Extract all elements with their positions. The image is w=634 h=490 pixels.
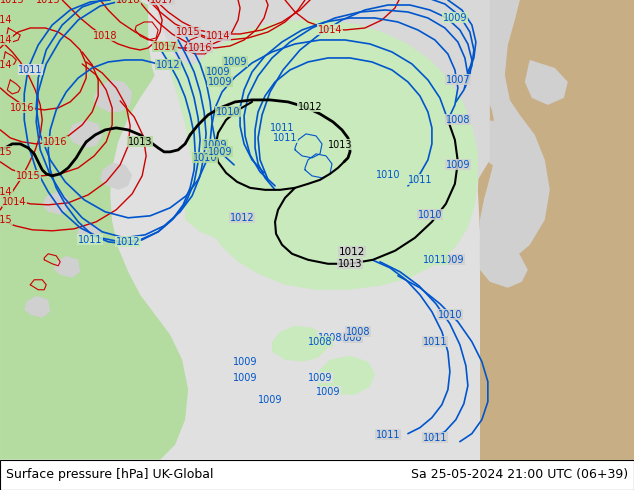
Polygon shape <box>478 0 634 460</box>
Text: 1011: 1011 <box>270 123 294 133</box>
Polygon shape <box>155 0 490 212</box>
Text: 1009: 1009 <box>203 140 228 150</box>
Text: 1014: 1014 <box>318 25 342 35</box>
Text: 1007: 1007 <box>446 75 470 85</box>
Text: 1011: 1011 <box>78 235 103 245</box>
Text: 1009: 1009 <box>307 373 332 383</box>
Text: 1011: 1011 <box>423 255 447 265</box>
Polygon shape <box>68 120 102 148</box>
Polygon shape <box>272 326 328 362</box>
Text: 1009: 1009 <box>446 160 470 170</box>
Polygon shape <box>480 0 550 270</box>
Text: 1014: 1014 <box>206 31 230 41</box>
Text: 1016: 1016 <box>43 137 67 147</box>
Polygon shape <box>480 240 528 288</box>
Polygon shape <box>24 296 50 318</box>
Polygon shape <box>76 224 100 245</box>
Polygon shape <box>148 0 472 264</box>
Polygon shape <box>185 130 370 245</box>
Polygon shape <box>155 0 480 164</box>
Text: 1017: 1017 <box>150 0 174 5</box>
Text: 1009: 1009 <box>208 147 232 157</box>
Text: 1011: 1011 <box>18 65 42 75</box>
Polygon shape <box>162 20 478 290</box>
Text: 1010: 1010 <box>193 153 217 163</box>
Text: 1014: 1014 <box>0 60 13 70</box>
Text: 1009: 1009 <box>208 77 232 87</box>
Text: 1011: 1011 <box>423 337 447 347</box>
Text: 1008: 1008 <box>318 333 342 343</box>
Text: 1008: 1008 <box>338 333 362 343</box>
Text: 1013: 1013 <box>338 259 362 269</box>
Polygon shape <box>480 0 634 460</box>
Polygon shape <box>0 0 188 460</box>
Text: 1012: 1012 <box>298 102 322 112</box>
Text: 1011: 1011 <box>273 133 297 143</box>
Text: 1011: 1011 <box>376 430 400 440</box>
Text: 1011: 1011 <box>423 433 447 442</box>
Text: 1015: 1015 <box>176 27 200 37</box>
Text: 1008: 1008 <box>346 327 370 337</box>
Text: 1015: 1015 <box>36 0 60 5</box>
Text: 1010: 1010 <box>418 210 442 220</box>
Text: 1012: 1012 <box>230 213 254 223</box>
Text: 1008: 1008 <box>307 337 332 347</box>
Text: 1009: 1009 <box>443 13 467 23</box>
Text: 1015: 1015 <box>0 0 25 5</box>
Text: 1013: 1013 <box>128 137 152 147</box>
Text: 1009: 1009 <box>316 387 340 397</box>
Polygon shape <box>0 0 634 460</box>
Text: 1018: 1018 <box>116 0 140 5</box>
Polygon shape <box>42 192 68 215</box>
Text: 1012: 1012 <box>339 247 365 257</box>
Text: 1008: 1008 <box>446 115 470 125</box>
Polygon shape <box>55 256 80 278</box>
Text: 1012: 1012 <box>116 237 141 247</box>
Polygon shape <box>100 163 132 190</box>
Text: 1012: 1012 <box>156 60 181 70</box>
Polygon shape <box>480 120 540 175</box>
Polygon shape <box>525 60 568 105</box>
Text: 1009: 1009 <box>206 67 230 77</box>
Text: 1014: 1014 <box>0 15 13 25</box>
Polygon shape <box>0 0 55 460</box>
Text: 1015: 1015 <box>0 147 13 157</box>
Text: 1017: 1017 <box>153 42 178 52</box>
Text: 1014: 1014 <box>2 197 27 207</box>
Text: 1018: 1018 <box>93 31 117 41</box>
Text: 1010: 1010 <box>216 107 240 117</box>
Text: 1009: 1009 <box>439 255 464 265</box>
Text: 1014: 1014 <box>0 187 13 197</box>
Text: 1009: 1009 <box>233 373 257 383</box>
Text: 1009: 1009 <box>223 57 247 67</box>
Text: 1013: 1013 <box>328 140 353 150</box>
Text: 1009: 1009 <box>233 357 257 367</box>
Polygon shape <box>318 356 375 394</box>
Text: 1014: 1014 <box>0 35 13 45</box>
Text: 1011: 1011 <box>408 175 432 185</box>
Text: 1010: 1010 <box>437 310 462 320</box>
Polygon shape <box>94 80 132 112</box>
Text: 1015: 1015 <box>16 171 41 181</box>
Text: Sa 25-05-2024 21:00 UTC (06+39): Sa 25-05-2024 21:00 UTC (06+39) <box>411 468 628 481</box>
Text: 1009: 1009 <box>258 394 282 405</box>
Text: 1016: 1016 <box>188 43 212 53</box>
Text: 1015: 1015 <box>0 215 13 225</box>
Text: 1010: 1010 <box>376 170 400 180</box>
Text: 1016: 1016 <box>10 103 34 113</box>
Text: Surface pressure [hPa] UK-Global: Surface pressure [hPa] UK-Global <box>6 468 214 481</box>
